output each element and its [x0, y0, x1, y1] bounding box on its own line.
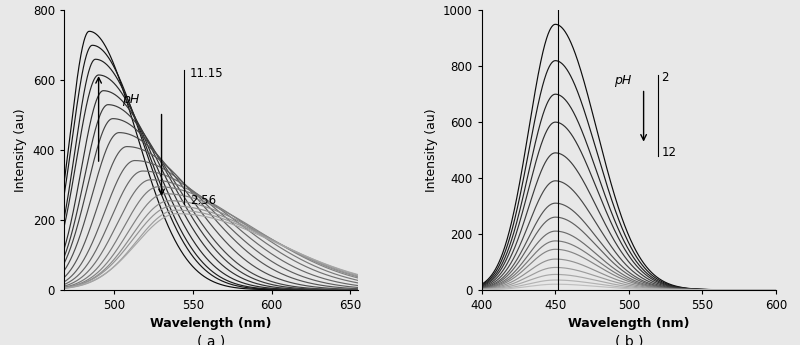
- Text: ( a ): ( a ): [197, 335, 226, 345]
- Text: 11.15: 11.15: [190, 67, 223, 80]
- Text: pH: pH: [122, 93, 139, 106]
- Text: 12: 12: [662, 146, 676, 159]
- Text: pH: pH: [614, 74, 631, 87]
- Y-axis label: Intensity (au): Intensity (au): [425, 108, 438, 192]
- X-axis label: Wavelength (nm): Wavelength (nm): [150, 317, 272, 331]
- Text: 2.56: 2.56: [190, 194, 216, 207]
- Text: 2: 2: [662, 71, 669, 84]
- X-axis label: Wavelength (nm): Wavelength (nm): [568, 317, 690, 331]
- Text: ( b ): ( b ): [614, 335, 643, 345]
- Y-axis label: Intensity (au): Intensity (au): [14, 108, 27, 192]
